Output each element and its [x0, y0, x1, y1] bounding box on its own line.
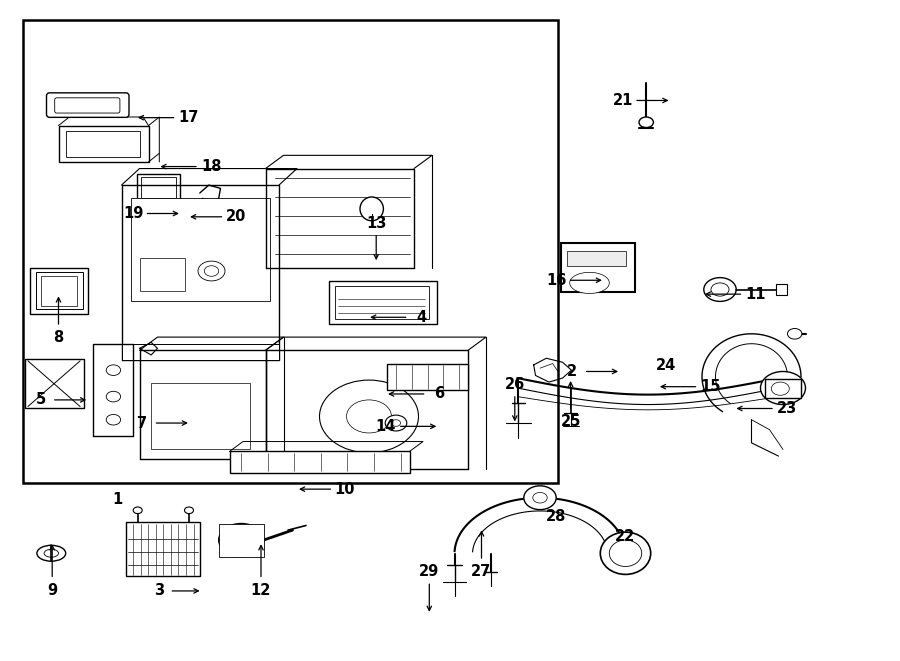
Bar	[328, 281, 436, 324]
FancyBboxPatch shape	[55, 98, 120, 113]
Text: 17: 17	[179, 110, 199, 125]
FancyBboxPatch shape	[47, 93, 129, 118]
Text: 19: 19	[123, 206, 143, 221]
Ellipse shape	[106, 365, 121, 375]
Text: 10: 10	[335, 482, 355, 496]
Bar	[140, 258, 184, 291]
Ellipse shape	[44, 549, 58, 557]
Text: 12: 12	[251, 584, 271, 598]
Ellipse shape	[570, 272, 609, 293]
Bar	[36, 272, 83, 309]
Bar	[387, 364, 468, 390]
Bar	[58, 126, 148, 162]
Text: 6: 6	[434, 387, 445, 401]
Bar	[141, 177, 176, 198]
Bar	[122, 344, 279, 360]
Text: 2: 2	[567, 364, 578, 379]
Ellipse shape	[771, 382, 789, 395]
Text: 22: 22	[616, 529, 635, 544]
Bar	[22, 20, 558, 483]
Text: 16: 16	[546, 273, 566, 288]
Text: 4: 4	[416, 310, 427, 325]
Text: 9: 9	[47, 584, 58, 598]
Bar	[335, 286, 429, 319]
Bar	[561, 243, 634, 292]
Text: 15: 15	[701, 379, 721, 394]
Ellipse shape	[788, 329, 802, 339]
Text: 13: 13	[366, 216, 386, 231]
Ellipse shape	[600, 532, 651, 574]
Text: 23: 23	[778, 401, 797, 416]
Ellipse shape	[533, 492, 547, 503]
Text: 5: 5	[35, 393, 46, 407]
Text: 8: 8	[53, 330, 64, 344]
Text: 3: 3	[154, 584, 165, 598]
Ellipse shape	[204, 266, 219, 276]
Text: 18: 18	[202, 159, 221, 174]
Bar	[219, 524, 264, 557]
Text: 25: 25	[561, 414, 581, 429]
Bar	[776, 284, 787, 295]
Bar	[765, 379, 801, 398]
Ellipse shape	[639, 117, 653, 128]
Bar	[567, 251, 626, 266]
Bar	[40, 276, 76, 306]
Bar	[151, 383, 250, 449]
Ellipse shape	[346, 400, 392, 433]
Text: 20: 20	[226, 210, 246, 224]
Ellipse shape	[524, 486, 556, 510]
Text: 21: 21	[613, 93, 633, 108]
Text: 26: 26	[505, 377, 525, 392]
Ellipse shape	[385, 415, 407, 431]
Bar	[66, 131, 140, 157]
Ellipse shape	[219, 524, 264, 557]
Ellipse shape	[37, 545, 66, 561]
Ellipse shape	[198, 261, 225, 281]
Ellipse shape	[106, 414, 121, 425]
Ellipse shape	[360, 197, 383, 221]
Ellipse shape	[704, 278, 736, 301]
Text: 7: 7	[137, 416, 148, 430]
Bar	[137, 174, 180, 202]
Text: 1: 1	[112, 492, 122, 506]
Text: 29: 29	[419, 564, 439, 578]
Bar	[230, 451, 410, 473]
Ellipse shape	[760, 371, 806, 405]
Ellipse shape	[184, 507, 194, 514]
Text: 27: 27	[472, 564, 491, 578]
Ellipse shape	[609, 540, 642, 566]
Bar	[130, 198, 270, 301]
Bar	[126, 522, 200, 576]
Text: 28: 28	[546, 510, 566, 524]
Bar	[30, 268, 88, 314]
Ellipse shape	[320, 380, 419, 453]
Ellipse shape	[392, 420, 400, 426]
Ellipse shape	[230, 532, 252, 548]
Ellipse shape	[106, 391, 121, 402]
Text: 14: 14	[375, 419, 395, 434]
Ellipse shape	[711, 283, 729, 296]
Bar	[25, 359, 84, 408]
Text: 11: 11	[746, 287, 766, 301]
Text: 24: 24	[656, 358, 676, 373]
Ellipse shape	[133, 507, 142, 514]
